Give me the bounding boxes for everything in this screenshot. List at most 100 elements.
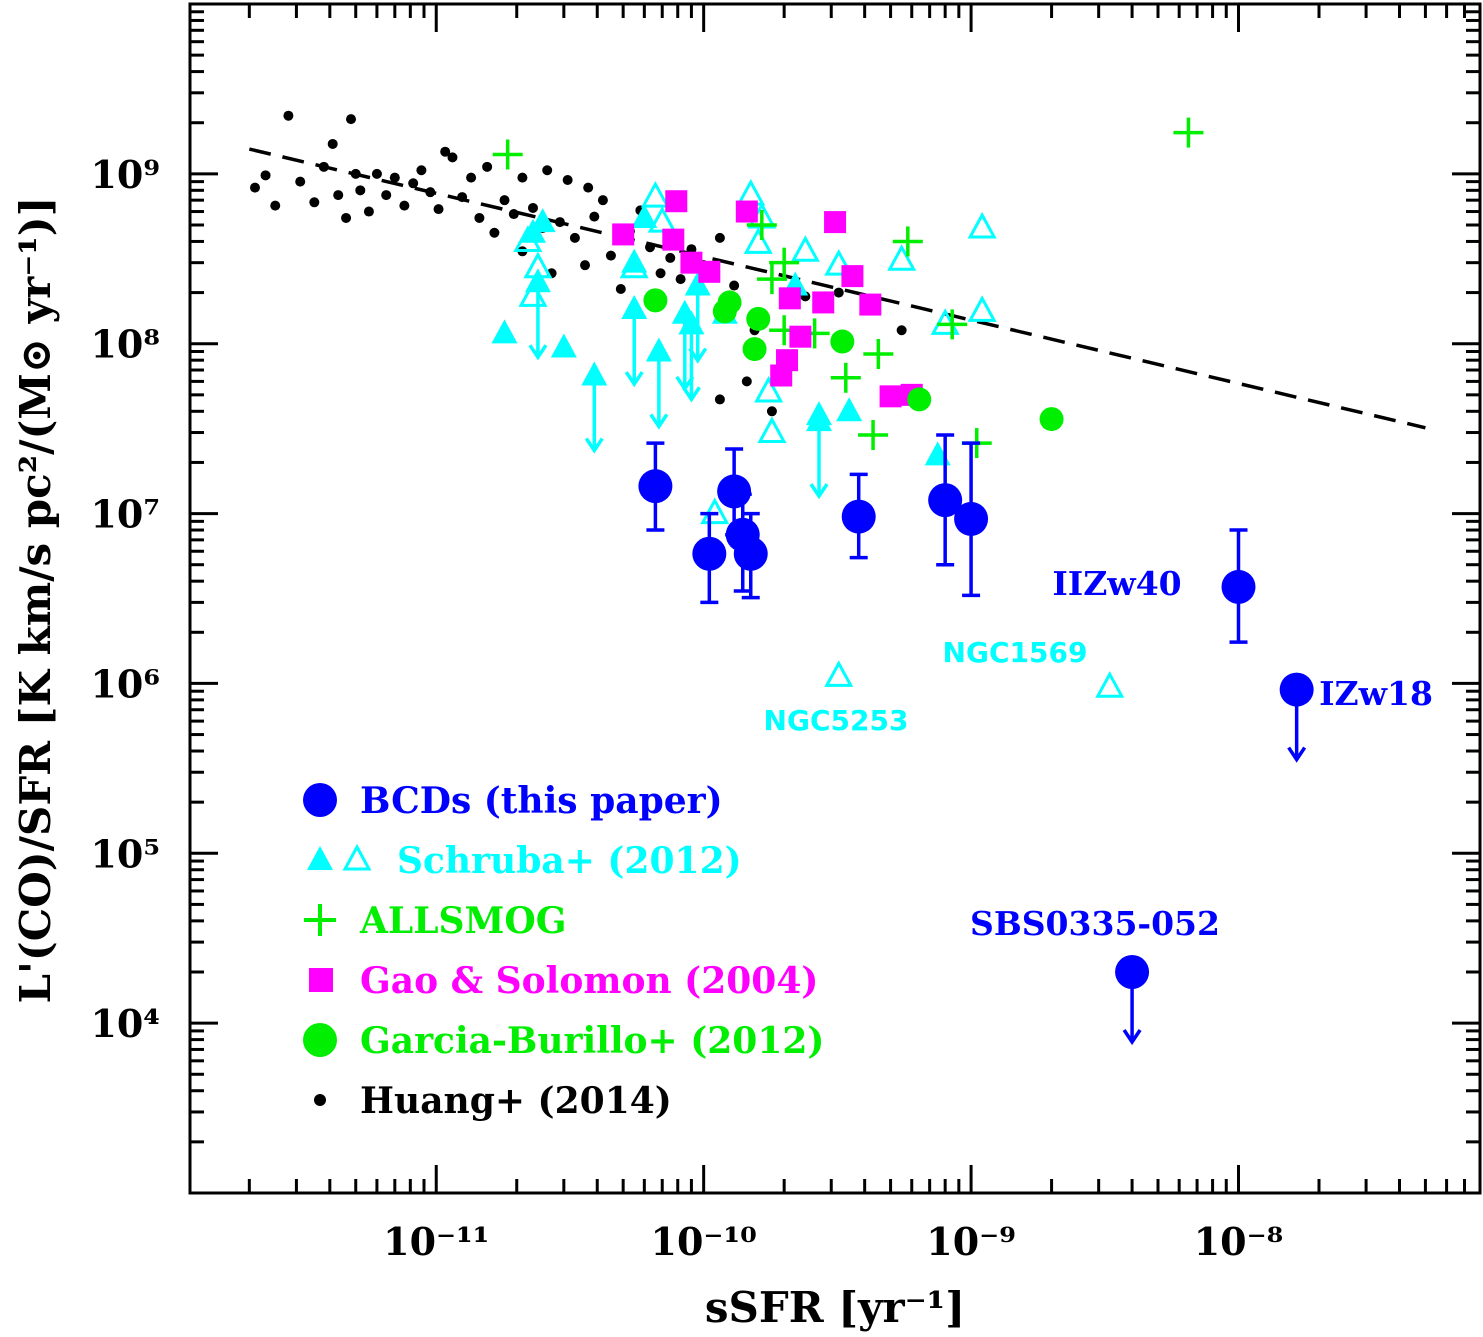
- bcds-this-paper-point: [717, 474, 752, 509]
- huang-2014-point: [714, 394, 725, 405]
- huang-2014-point: [249, 182, 260, 193]
- huang-2014-point: [508, 209, 519, 220]
- allsmog-point: [830, 362, 861, 393]
- schruba-2012-point: [967, 295, 997, 322]
- upper-limit-arrow: [649, 351, 669, 430]
- huang-2014-point: [675, 274, 686, 285]
- garcia-burillo-2012-point: [742, 337, 767, 362]
- huang-2014-point: [569, 232, 580, 243]
- gao-solomon-2004-point: [812, 291, 835, 314]
- huang-2014-point: [655, 268, 666, 279]
- axis-ticks: [190, 2, 1482, 1195]
- huang-2014-point: [527, 202, 538, 213]
- allsmog-point: [858, 420, 889, 451]
- schruba-2012-point: [491, 319, 518, 344]
- huang-2014-point: [318, 161, 329, 172]
- x-tick-label: 10⁻¹¹: [383, 1219, 489, 1264]
- plot-frame: [188, 2, 1482, 1195]
- huang-2014-point: [741, 376, 752, 387]
- garcia-burillo-2012-point: [907, 387, 932, 412]
- legend-marker: [304, 904, 336, 936]
- gao-solomon-2004-point: [612, 223, 635, 246]
- huang-2014-point: [580, 260, 591, 271]
- schruba-2012-point: [754, 375, 784, 403]
- gao-solomon-2004-point: [680, 251, 703, 274]
- huang-2014-point: [542, 165, 553, 176]
- y-tick-label: 10⁵: [90, 831, 160, 876]
- huang-2014-point: [517, 172, 528, 183]
- huang-2014-point: [457, 192, 468, 203]
- schruba-2012-point: [743, 227, 773, 254]
- huang-2014-point: [833, 287, 844, 298]
- schruba-2012-point: [967, 211, 997, 239]
- huang-2014-point: [260, 170, 271, 181]
- gao-solomon-2004-point: [879, 385, 902, 408]
- legend-label: BCDs (this paper): [360, 780, 723, 822]
- huang-2014-point: [283, 110, 294, 121]
- legend-item-allsmog: ALLSMOG: [304, 900, 567, 942]
- y-tick-label: 10⁶: [90, 661, 160, 706]
- x-tick-label: 10⁻⁸: [1194, 1219, 1284, 1264]
- x-tick-label: 10⁻¹⁰: [651, 1219, 757, 1264]
- y-axis-title: L'(CO)/SFR [K km/s pc²/(M⊙ yr⁻¹)]: [11, 196, 60, 1003]
- huang-2014-point: [562, 175, 573, 186]
- data-marks: [249, 110, 1314, 1046]
- bcds-this-paper-point: [638, 469, 673, 504]
- bcds-this-paper-limit-point: [1115, 955, 1150, 990]
- huang-2014-point: [333, 190, 344, 201]
- arrow-head: [809, 483, 829, 500]
- schruba-2012-limit-point: [684, 271, 711, 296]
- legend-label: Gao & Solomon (2004): [360, 960, 818, 1002]
- upper-limit-arrow: [528, 282, 548, 361]
- huang-2014-point: [309, 197, 320, 208]
- schruba-2012-point: [790, 235, 820, 262]
- legend-label: ALLSMOG: [359, 900, 567, 942]
- schruba-2012-point: [631, 203, 658, 228]
- huang-2014-point: [583, 182, 594, 193]
- upper-limit-arrow: [584, 375, 604, 454]
- huang-2014-point: [554, 217, 565, 228]
- huang-2014-point: [363, 206, 374, 217]
- bcds-this-paper-point: [733, 536, 768, 571]
- garcia-burillo-2012-point: [830, 329, 855, 354]
- dashed-fit-line: [248, 147, 1426, 430]
- legend-marker-open-triangle: [342, 843, 372, 871]
- arrow-head: [688, 347, 708, 364]
- schruba-2012-point: [887, 244, 917, 271]
- huang-2014-point: [766, 406, 777, 417]
- huang-2014-point: [346, 114, 357, 125]
- bcds-this-paper-point: [692, 536, 727, 571]
- legend-label: Garcia-Burillo+ (2012): [360, 1020, 824, 1062]
- schruba-2012-point: [836, 397, 863, 422]
- legend-marker: [314, 1094, 326, 1106]
- legend-item-gao-solomon-2004: Gao & Solomon (2004): [309, 960, 818, 1002]
- upper-limit-arrow: [681, 324, 701, 403]
- bcds-this-paper-point: [954, 501, 989, 536]
- garcia-burillo-2012-point: [717, 290, 742, 315]
- legend-marker: [303, 1023, 337, 1057]
- allsmog-point: [863, 338, 894, 369]
- huang-2014-point: [440, 146, 451, 157]
- gao-solomon-2004-point: [859, 293, 882, 316]
- huang-2014-point: [389, 172, 400, 183]
- gao-solomon-2004-point: [841, 265, 864, 288]
- schruba-2012-point: [550, 333, 577, 358]
- plot-border: [188, 2, 1482, 1195]
- arrow-head: [584, 437, 604, 454]
- legend-marker-filled-triangle: [307, 846, 333, 870]
- garcia-burillo-2012-point: [643, 288, 668, 313]
- legend-item-garcia-burillo-2012: Garcia-Burillo+ (2012): [303, 1020, 824, 1062]
- huang-2014-point: [645, 242, 656, 253]
- huang-2014-point: [474, 212, 485, 223]
- gao-solomon-2004-point: [770, 364, 793, 387]
- huang-2014-point: [416, 165, 427, 176]
- huang-2014-point: [489, 227, 500, 238]
- arrow-head: [681, 386, 701, 403]
- schruba-2012-point: [824, 660, 854, 687]
- huang-2014-point: [381, 190, 392, 201]
- gao-solomon-2004-point: [824, 211, 847, 234]
- gao-solomon-2004-point: [662, 228, 685, 251]
- y-tick-label: 10⁴: [90, 1001, 160, 1046]
- y-tick-label: 10⁹: [90, 152, 160, 197]
- legend-item-schruba-2012: Schruba+ (2012): [307, 840, 742, 882]
